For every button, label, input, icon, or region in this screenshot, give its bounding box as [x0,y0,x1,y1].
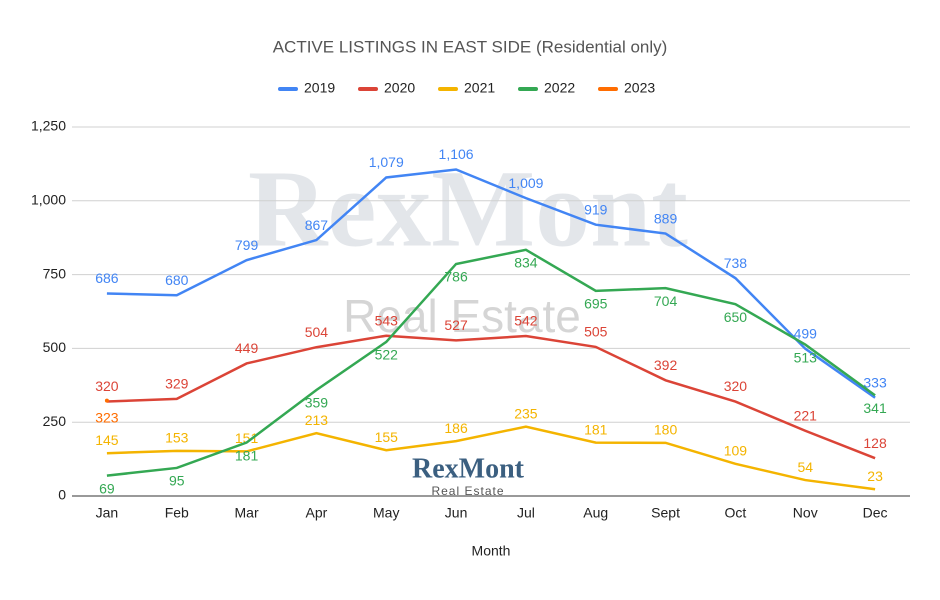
data-label: 543 [375,312,399,328]
series-line [106,168,876,399]
data-label: 213 [305,412,329,428]
data-label: 542 [514,313,538,329]
data-label: 799 [235,237,259,253]
data-label: 186 [444,420,468,436]
y-tick-label: 250 [43,413,67,429]
data-label: 54 [797,459,813,475]
data-label: 392 [654,357,678,373]
data-label: 153 [165,430,189,446]
legend-label: 2022 [544,80,575,96]
data-label: 834 [514,255,538,271]
data-label: 505 [584,324,608,340]
series-line [106,248,876,477]
data-label: 155 [375,429,399,445]
x-tick-label: Jun [445,505,468,521]
data-label: 1,009 [508,175,543,191]
legend-label: 2020 [384,80,415,96]
data-label: 109 [724,443,748,459]
series-line [106,334,876,460]
data-label: 69 [99,480,115,496]
x-axis-label: Month [472,543,511,559]
data-label: 1,106 [439,146,474,162]
x-tick-label: Jul [517,505,535,521]
data-label: 499 [794,325,818,341]
x-tick-label: Feb [165,505,189,521]
x-tick-label: Dec [863,505,888,521]
logo-brand: RexMont [412,453,525,484]
data-label: 333 [863,374,887,390]
chart-title: ACTIVE LISTINGS IN EAST SIDE (Residentia… [273,37,668,56]
data-label: 650 [724,309,748,325]
data-label: 704 [654,293,678,309]
series-point [104,398,109,403]
data-label: 504 [305,324,329,340]
watermark-tagline: Real Estate [343,290,581,342]
data-label: 221 [794,407,818,423]
data-label: 513 [794,349,818,365]
data-label: 738 [724,255,748,271]
data-label: 23 [867,468,883,484]
data-label: 889 [654,210,678,226]
data-label: 686 [95,270,119,286]
data-label: 1,079 [369,154,404,170]
logo-tagline: Real Estate [431,484,504,498]
y-tick-label: 1,000 [31,192,66,208]
data-label: 181 [235,447,259,463]
y-tick-label: 500 [43,339,67,355]
data-label: 180 [654,422,678,438]
legend-label: 2019 [304,80,335,96]
legend-label: 2023 [624,80,655,96]
data-label: 235 [514,405,538,421]
data-label: 145 [95,432,119,448]
data-label: 449 [235,340,259,356]
data-label: 320 [724,378,748,394]
data-label: 695 [584,296,608,312]
data-label: 919 [584,201,608,217]
data-label: 527 [444,317,468,333]
data-label: 151 [235,430,259,446]
x-tick-label: Oct [725,505,747,521]
x-tick-label: May [373,505,399,521]
y-tick-label: 750 [43,265,67,281]
data-label: 522 [375,347,399,363]
data-label: 359 [305,395,329,411]
y-tick-label: 0 [58,487,66,503]
data-label: 329 [165,376,189,392]
x-tick-label: Apr [306,505,328,521]
data-label: 680 [165,272,189,288]
x-tick-label: Jan [96,505,119,521]
x-tick-label: Aug [583,505,608,521]
series-line [106,425,876,491]
data-label: 128 [863,435,887,451]
x-tick-label: Mar [235,505,259,521]
data-label: 867 [305,217,329,233]
watermark-brand: RexMont [248,147,688,269]
data-label: 320 [95,378,119,394]
x-tick-label: Nov [793,505,818,521]
data-label: 181 [584,421,608,437]
legend-label: 2021 [464,80,495,96]
y-tick-label: 1,250 [31,118,66,134]
data-label: 341 [863,400,887,416]
x-tick-label: Sept [651,505,680,521]
data-label: 323 [95,409,119,425]
data-label: 786 [444,269,468,285]
data-label: 95 [169,473,185,489]
